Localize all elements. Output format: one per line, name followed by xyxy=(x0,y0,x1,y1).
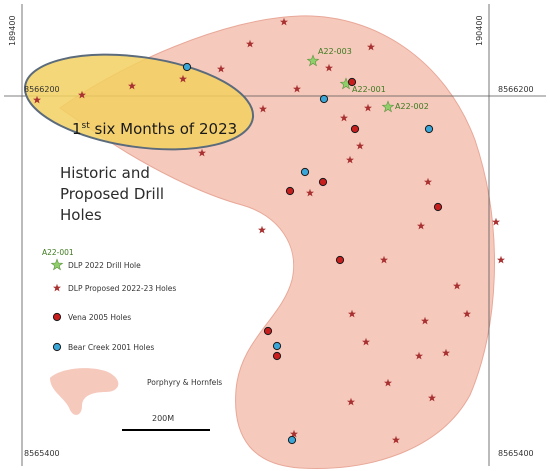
northing-label-top-left: 8566200 xyxy=(24,85,60,94)
proposed-hole-star-icon xyxy=(428,393,436,402)
vena-hole-circle-icon xyxy=(263,326,273,336)
proposed-hole-star-icon xyxy=(356,141,364,150)
proposed-hole-star-icon xyxy=(293,84,301,93)
legend-label-vena-2005: Vena 2005 Holes xyxy=(68,313,131,322)
legend-symbols xyxy=(50,258,64,352)
scale-bar: 200M xyxy=(122,414,210,431)
proposed-hole-star-icon xyxy=(392,435,400,444)
proposed-hole-star-icon xyxy=(348,309,356,318)
drill-hole-label-a22-003: A22-003 xyxy=(318,47,352,56)
proposed-hole-star-icon xyxy=(259,104,267,113)
vena-hole-circle-icon xyxy=(272,351,282,361)
drill-hole-label-a22-002: A22-002 xyxy=(395,102,429,111)
proposed-hole-star-icon xyxy=(33,95,41,104)
proposed-hole-star-icon xyxy=(128,81,136,90)
legend-sample-label: A22-001 xyxy=(42,248,74,257)
easting-label-left: 189400 xyxy=(8,15,17,46)
proposed-hole-star-icon xyxy=(463,309,471,318)
proposed-hole-star-icon xyxy=(325,63,333,72)
proposed-hole-star-icon xyxy=(290,429,298,438)
legend-label-bear-creek-2001: Bear Creek 2001 Holes xyxy=(68,343,154,352)
proposed-hole-star-icon xyxy=(346,155,354,164)
dlp-2022-drill-star-icon xyxy=(381,100,395,113)
proposed-hole-star-icon xyxy=(306,188,314,197)
proposed-hole-star-icon xyxy=(497,255,505,264)
proposed-hole-star-icon xyxy=(246,39,254,48)
map-title-line-3: Holes xyxy=(60,206,102,224)
bear-creek-hole-circle-icon xyxy=(424,124,434,134)
proposed-hole-star-icon xyxy=(362,337,370,346)
highlight-ellipse xyxy=(23,53,255,151)
proposed-hole-star-icon xyxy=(198,148,206,157)
bear-creek-hole-circle-icon xyxy=(272,341,282,351)
red-star-icon xyxy=(53,283,61,292)
dlp-2022-drill-star-icon xyxy=(306,54,320,67)
northing-label-top-right: 8566200 xyxy=(498,85,534,94)
proposed-hole-star-icon xyxy=(380,255,388,264)
legend: A22-001 DLP 2022 Drill Hole DLP Proposed… xyxy=(42,248,222,415)
vena-hole-circle-icon xyxy=(350,124,360,134)
pink-area-icon xyxy=(50,368,119,415)
proposed-hole-star-icon xyxy=(417,221,425,230)
vena-hole-circle-icon xyxy=(318,177,328,187)
proposed-hole-star-icon xyxy=(280,17,288,26)
vena-hole-circle-icon xyxy=(285,186,295,196)
bear-creek-hole-circle-icon xyxy=(300,167,310,177)
proposed-hole-star-icon xyxy=(442,348,450,357)
blue-circle-icon xyxy=(52,342,62,352)
legend-label-dlp-proposed: DLP Proposed 2022-23 Holes xyxy=(68,284,176,293)
map-title-line-1: Historic and xyxy=(60,164,150,182)
drill-hole-markers xyxy=(33,17,505,445)
proposed-hole-star-icon xyxy=(421,316,429,325)
proposed-hole-star-icon xyxy=(78,90,86,99)
vena-hole-circle-icon xyxy=(347,77,357,87)
proposed-hole-star-icon xyxy=(453,281,461,290)
bear-creek-hole-circle-icon xyxy=(182,62,192,72)
proposed-hole-star-icon xyxy=(492,217,500,226)
proposed-hole-star-icon xyxy=(217,64,225,73)
red-circle-icon xyxy=(52,312,62,322)
vena-hole-circle-icon xyxy=(335,255,345,265)
map-title-line-2: Proposed Drill xyxy=(60,185,164,203)
highlight-label: 1st six Months of 2023 xyxy=(72,120,237,138)
bear-creek-hole-circle-icon xyxy=(319,94,329,104)
proposed-hole-star-icon xyxy=(258,225,266,234)
proposed-hole-star-icon xyxy=(364,103,372,112)
proposed-hole-star-icon xyxy=(415,351,423,360)
green-star-icon xyxy=(50,258,64,271)
proposed-hole-star-icon xyxy=(340,113,348,122)
scale-bar-label: 200M xyxy=(152,414,174,423)
legend-label-porphyry: Porphyry & Hornfels xyxy=(147,378,222,387)
proposed-hole-star-icon xyxy=(424,177,432,186)
drill-hole-label-a22-001: A22-001 xyxy=(352,85,386,94)
bear-creek-hole-circle-icon xyxy=(287,435,297,445)
easting-label-right: 190400 xyxy=(475,15,484,46)
vena-hole-circle-icon xyxy=(433,202,443,212)
proposed-hole-star-icon xyxy=(384,378,392,387)
proposed-hole-star-icon xyxy=(179,74,187,83)
legend-label-dlp-2022: DLP 2022 Drill Hole xyxy=(68,261,141,270)
northing-label-bottom-right: 8565400 xyxy=(498,449,534,458)
proposed-hole-star-icon xyxy=(367,42,375,51)
proposed-hole-star-icon xyxy=(347,397,355,406)
northing-label-bottom-left: 8565400 xyxy=(24,449,60,458)
